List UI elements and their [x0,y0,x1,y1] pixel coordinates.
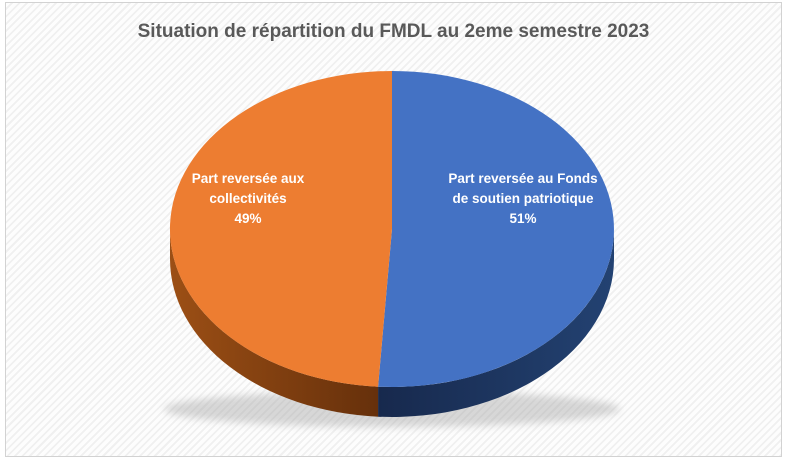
data-label-percent: 51% [509,211,537,226]
data-label-line: collectivités [209,191,287,206]
data-label-orange-slice: Part reversée aux collectivités 49% [168,169,328,229]
data-label-line: Part reversée aux [191,171,305,186]
pie-slice-1-top[interactable] [169,71,392,387]
data-label-blue-slice: Part reversée au Fonds de soutien patrio… [420,169,626,229]
data-label-percent: 49% [234,211,262,226]
pie-slice-0-top[interactable] [378,71,614,387]
pie-slice-1-side[interactable] [170,229,379,417]
chart-title[interactable]: Situation de répartition du FMDL au 2eme… [137,21,650,42]
data-label-line: de soutien patriotique [452,191,594,206]
data-label-line: Part reversée au Fonds [448,171,598,186]
pie-slice-0-side[interactable] [378,229,614,418]
